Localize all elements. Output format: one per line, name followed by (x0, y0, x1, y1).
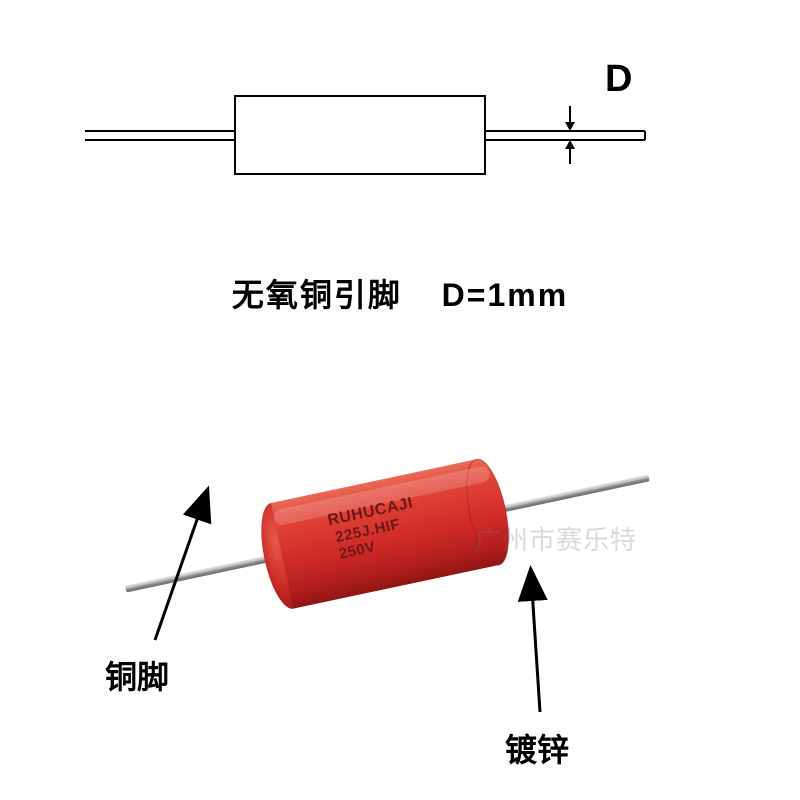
dimension-label-d: D (605, 58, 632, 101)
spec-text: 无氧铜引脚 D=1mm (0, 270, 800, 316)
spec-text-cn: 无氧铜引脚 (232, 277, 402, 313)
dimension-arrows (565, 106, 575, 164)
right-lead-label: 镀锌 (505, 725, 569, 771)
left-lead-label: 铜脚 (105, 652, 169, 698)
spec-text-dim: D=1mm (442, 277, 569, 313)
schematic-svg (85, 90, 655, 180)
watermark-text: 广州市赛乐特 (475, 520, 637, 557)
axial-component-schematic (85, 90, 655, 180)
